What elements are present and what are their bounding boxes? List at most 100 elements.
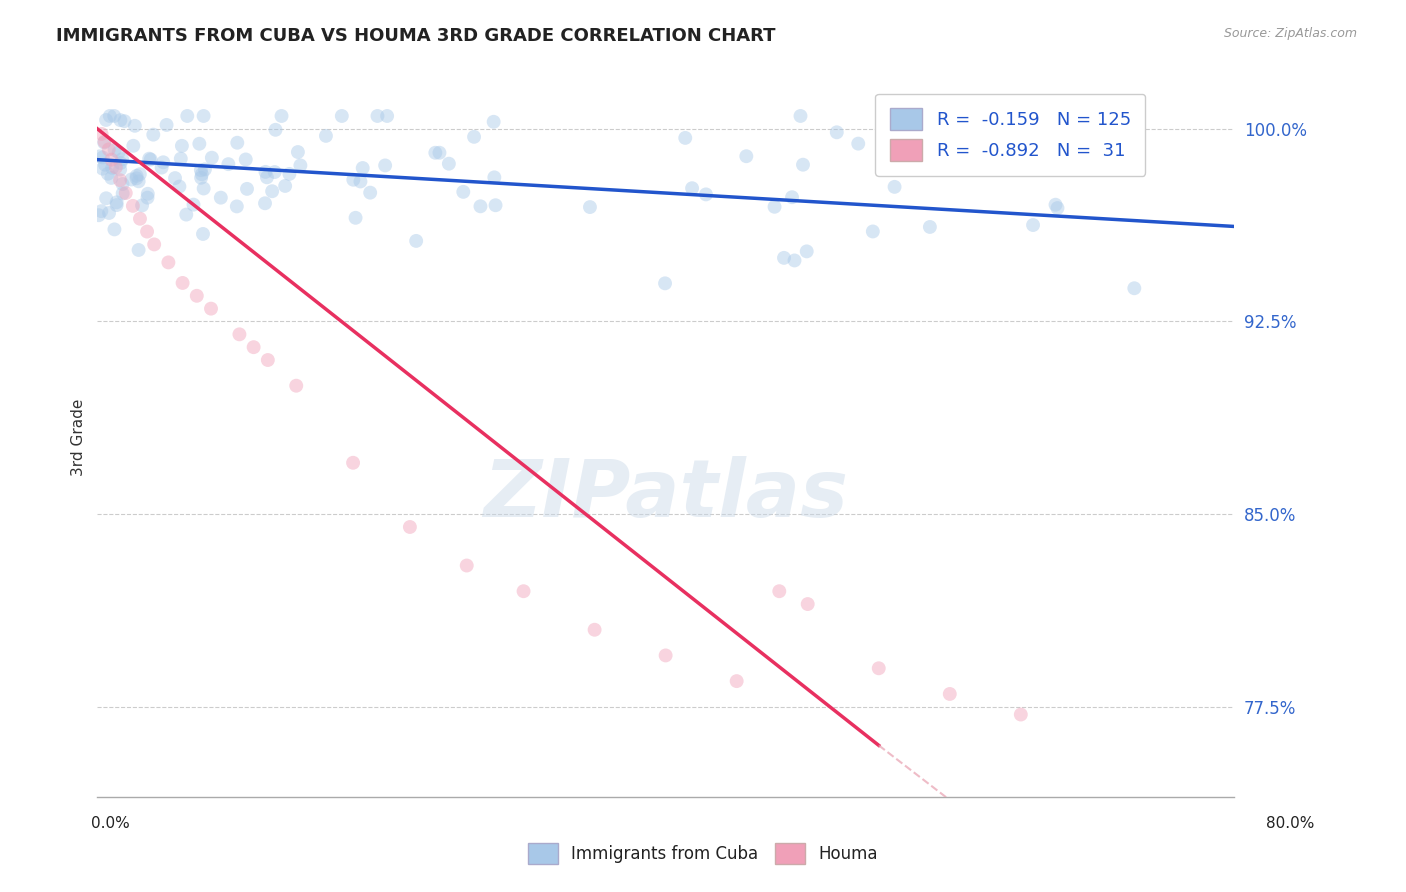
Point [200,301,222,316]
Point [201,151,224,165]
Point [90,204,112,219]
Point [278,167,301,181]
Point [100,170,122,185]
Point [107,145,129,160]
Point [783,253,806,268]
Point [94,158,117,172]
Point [191,227,214,241]
Point [228,327,250,342]
Text: ZIPatlas: ZIPatlas [484,456,848,533]
Point [792,158,814,172]
Point [170,152,193,166]
Point [128,243,150,257]
Point [97,167,120,181]
Point [1043,153,1066,168]
Point [256,170,278,185]
Point [190,170,212,185]
Point [150,161,173,175]
Legend: R =  -0.159   N = 125, R =  -0.892   N =  31: R = -0.159 N = 125, R = -0.892 N = 31 [876,94,1146,176]
Point [287,145,309,159]
Point [103,222,125,236]
Point [136,225,159,239]
Point [862,224,884,238]
Point [375,109,398,123]
Point [579,200,602,214]
Point [176,109,198,123]
Point [484,198,506,212]
Point [172,276,194,290]
Point [263,165,285,179]
Text: 80.0%: 80.0% [1267,816,1315,831]
Point [103,109,125,123]
Point [94,112,117,127]
Point [225,199,247,213]
Point [236,182,259,196]
Point [87,208,110,222]
Point [482,115,505,129]
Point [105,198,128,212]
Point [163,171,186,186]
Point [1010,707,1032,722]
Point [104,161,127,175]
Point [583,623,606,637]
Point [768,584,790,599]
Point [344,211,367,225]
Point [226,136,249,150]
Point [174,208,197,222]
Point [695,187,717,202]
Point [110,156,132,170]
Point [773,251,796,265]
Point [131,198,153,212]
Point [735,149,758,163]
Point [111,177,134,191]
Point [169,179,191,194]
Point [374,158,396,172]
Point [193,109,215,123]
Point [274,178,297,193]
Point [1071,148,1094,162]
Point [993,145,1015,160]
Point [105,195,128,210]
Point [654,648,676,663]
Point [98,206,121,220]
Point [193,181,215,195]
Point [405,234,427,248]
Point [254,165,277,179]
Point [89,149,111,163]
Point [188,136,211,151]
Point [725,674,748,689]
Point [114,186,136,200]
Point [654,277,676,291]
Point [780,190,803,204]
Point [796,597,818,611]
Point [470,199,492,213]
Point [190,163,212,178]
Point [957,109,980,123]
Point [136,186,159,201]
Point [681,181,703,195]
Point [359,186,381,200]
Point [883,179,905,194]
Point [1045,198,1067,212]
Point [349,174,371,188]
Point [91,161,114,176]
Point [97,142,120,156]
Point [128,167,150,181]
Point [91,151,114,165]
Point [290,158,312,172]
Point [453,185,475,199]
Point [186,289,208,303]
Point [264,123,287,137]
Point [108,173,131,187]
Point [330,109,353,123]
Point [111,186,134,201]
Point [122,199,145,213]
Point [429,145,451,160]
Point [138,152,160,166]
Point [111,152,134,166]
Point [194,162,217,177]
Point [270,109,292,123]
Point [918,219,941,234]
Point [93,135,115,149]
Point [484,170,506,185]
